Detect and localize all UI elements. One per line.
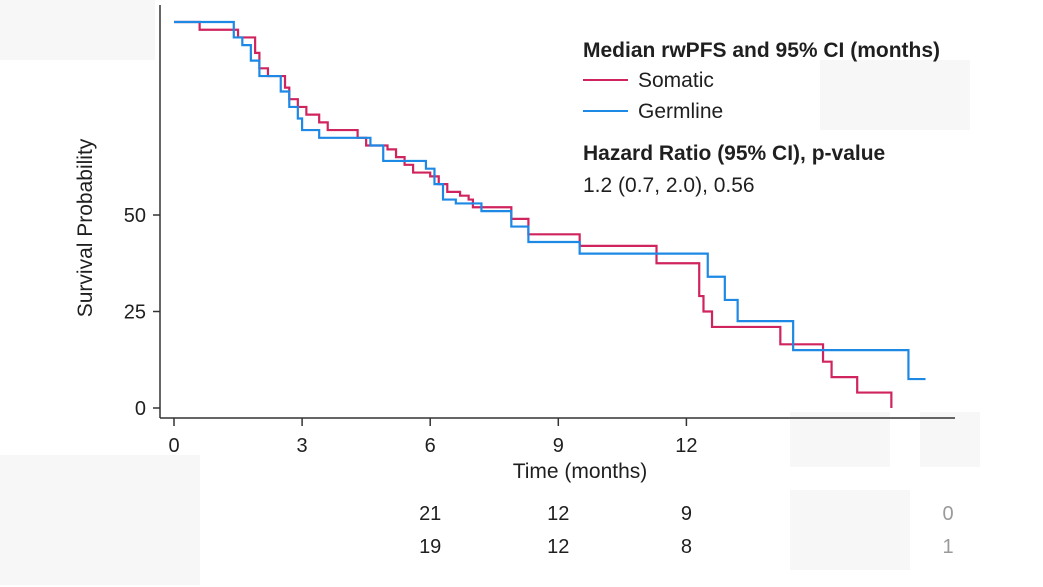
axes bbox=[159, 5, 955, 419]
series-line-somatic bbox=[174, 20, 893, 408]
risk-table-cell: 1 bbox=[942, 536, 953, 558]
redacted-patch-xtick bbox=[790, 412, 890, 467]
hazard-ratio-value: 1.2 (0.7, 2.0), 0.56 bbox=[583, 174, 755, 197]
series-line-germline bbox=[174, 20, 926, 381]
risk-table: 21 12 9 0 19 12 8 1 bbox=[419, 503, 953, 558]
x-tick-label: 9 bbox=[553, 435, 564, 457]
redacted-patch-bottom-left bbox=[0, 455, 200, 585]
redacted-patch-xtick-right bbox=[920, 412, 980, 467]
legend-label-somatic: Somatic bbox=[638, 69, 714, 92]
legend-title: Median rwPFS and 95% CI (months) bbox=[583, 39, 940, 62]
redacted-patch-risk bbox=[790, 490, 910, 570]
survival-curves bbox=[174, 20, 926, 408]
legend: Median rwPFS and 95% CI (months) Somatic… bbox=[583, 39, 940, 123]
hazard-ratio-title: Hazard Ratio (95% CI), p-value bbox=[583, 142, 885, 165]
risk-table-cell: 12 bbox=[547, 503, 569, 525]
x-axis-title: Time (months) bbox=[513, 460, 648, 483]
risk-table-cell: 19 bbox=[419, 536, 441, 558]
risk-table-cell: 0 bbox=[942, 503, 953, 525]
legend-label-germline: Germline bbox=[638, 100, 723, 123]
x-tick-label: 12 bbox=[675, 435, 697, 457]
redacted-patch-legend-ci bbox=[820, 60, 970, 130]
redacted-patch-top-left bbox=[0, 0, 155, 60]
risk-table-cell: 8 bbox=[681, 536, 692, 558]
y-tick-label: 25 bbox=[124, 302, 146, 324]
x-tick-label: 6 bbox=[425, 435, 436, 457]
y-axis-title: Survival Probability bbox=[74, 138, 97, 317]
risk-table-cell: 21 bbox=[419, 503, 441, 525]
y-ticks: 0 25 50 bbox=[124, 205, 160, 420]
risk-table-cell: 9 bbox=[681, 503, 692, 525]
x-tick-label: 0 bbox=[168, 435, 179, 457]
risk-table-cell: 12 bbox=[547, 536, 569, 558]
x-tick-label: 3 bbox=[297, 435, 308, 457]
y-tick-label: 50 bbox=[124, 205, 146, 227]
y-tick-label: 0 bbox=[135, 398, 146, 420]
x-ticks: 0 3 6 9 12 bbox=[168, 418, 698, 457]
